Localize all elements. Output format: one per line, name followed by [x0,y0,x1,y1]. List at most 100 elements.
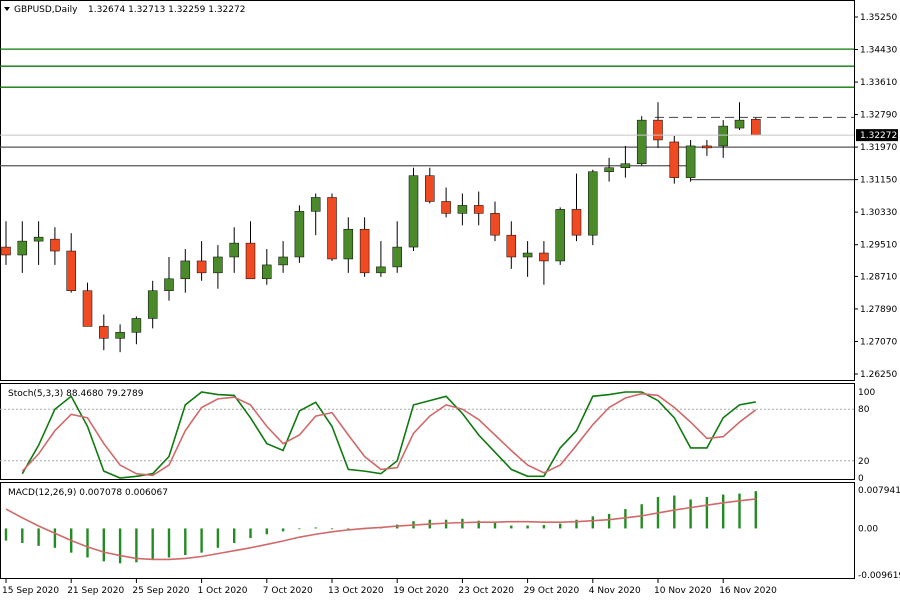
macd-bar[interactable] [265,528,268,535]
candle[interactable] [604,157,614,182]
candle[interactable] [1,221,11,265]
macd-bar[interactable] [233,528,236,543]
candle[interactable] [82,282,93,327]
candle[interactable] [245,221,256,280]
candle[interactable] [164,256,174,301]
macd-bar[interactable] [624,509,627,529]
macd-bar[interactable] [510,525,513,529]
candle[interactable] [620,145,631,178]
candle[interactable] [66,233,76,293]
time-tick-label: 1 Oct 2020 [198,586,248,596]
candle[interactable] [408,167,419,252]
time-tick-label: 4 Nov 2020 [589,586,641,596]
candle[interactable] [17,221,28,273]
candle[interactable] [392,221,402,273]
macd-bar[interactable] [526,525,529,529]
candle[interactable] [539,241,549,285]
macd-bar[interactable] [591,516,594,529]
candle[interactable] [115,324,125,353]
macd-bar[interactable] [184,528,187,556]
macd-bar[interactable] [21,528,24,543]
candle[interactable] [718,120,728,158]
macd-bar[interactable] [135,528,138,563]
macd-bar[interactable] [689,499,692,529]
candle[interactable] [425,167,435,204]
macd-bar[interactable] [347,528,350,530]
macd-bar[interactable] [298,528,301,530]
candle[interactable] [490,201,500,242]
candle[interactable] [180,249,191,293]
macd-bar[interactable] [86,528,89,558]
macd-bar[interactable] [200,528,203,553]
macd-bar[interactable] [314,527,317,529]
macd-bar[interactable] [249,528,252,539]
candle[interactable] [506,221,517,269]
stoch-main-line[interactable] [21,391,756,479]
candle-body [408,175,419,248]
macd-bar[interactable] [559,523,562,529]
macd-bar[interactable] [330,528,334,530]
candle[interactable] [751,117,761,136]
candle[interactable] [213,245,223,289]
candle[interactable] [571,173,582,242]
candle[interactable] [636,116,647,166]
macd-bar[interactable] [673,495,676,529]
candle[interactable] [653,102,663,148]
candle[interactable] [310,193,321,236]
price-axis: 1.35250 1.34430 1.33610 1.32790 1.31970 1.311… [0,13,898,380]
macd-bar[interactable] [151,528,154,560]
horizontal-levels[interactable] [0,48,854,181]
candle[interactable] [376,241,386,277]
macd-bar[interactable] [607,513,611,529]
macd-bar[interactable] [575,519,578,529]
candle[interactable] [147,280,158,329]
candle-body [490,213,500,236]
candle[interactable] [294,205,305,263]
candle[interactable] [131,316,142,345]
macd-bar[interactable] [542,525,546,529]
macd-bar[interactable] [705,496,709,529]
candle[interactable] [473,191,484,226]
stochastic-layer[interactable] [0,391,854,479]
chevron-down-icon[interactable] [4,7,10,11]
macd-bar[interactable] [167,528,171,558]
stoch-signal-line[interactable] [21,392,757,477]
macd-bar[interactable] [722,494,725,529]
macd-signal-line[interactable] [5,498,756,561]
candle[interactable] [457,193,468,226]
candle[interactable] [669,136,680,184]
candle[interactable] [702,139,712,156]
candle[interactable] [99,314,109,351]
candle[interactable] [278,241,288,273]
candle[interactable] [229,227,239,273]
macd-bar[interactable] [461,518,464,529]
candle[interactable] [262,249,272,285]
macd-layer[interactable] [4,491,757,564]
candle[interactable] [327,193,337,261]
macd-bar[interactable] [118,528,122,564]
candle[interactable] [522,241,533,277]
candle[interactable] [685,139,696,182]
macd-bar[interactable] [281,528,285,532]
candle[interactable] [734,102,745,131]
candle[interactable] [33,221,44,265]
macd-bar[interactable] [53,528,57,548]
candle[interactable] [343,217,354,273]
candle[interactable] [555,207,565,265]
candle[interactable] [196,241,207,281]
macd-bar[interactable] [4,528,8,541]
macd-bar[interactable] [444,519,448,529]
macd-bar[interactable] [37,528,40,546]
candle[interactable] [588,169,598,246]
candle[interactable] [50,227,60,265]
macd-bar[interactable] [477,520,480,529]
macd-bar[interactable] [493,522,497,529]
candles-layer[interactable] [1,102,761,353]
candle[interactable] [441,187,451,218]
macd-bar[interactable] [754,491,757,529]
macd-bar[interactable] [738,493,741,529]
macd-bar[interactable] [102,528,105,562]
macd-bar[interactable] [216,528,220,548]
candle[interactable] [359,217,370,277]
